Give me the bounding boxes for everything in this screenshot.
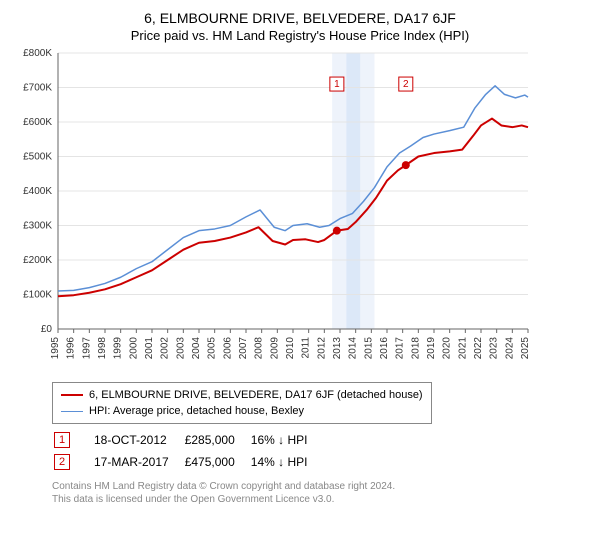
- svg-text:2023: 2023: [489, 337, 500, 360]
- svg-text:1: 1: [334, 79, 340, 90]
- svg-text:£100K: £100K: [23, 290, 52, 301]
- footnote-line: Contains HM Land Registry data © Crown c…: [52, 480, 588, 493]
- svg-text:1997: 1997: [81, 337, 92, 360]
- svg-text:2008: 2008: [254, 337, 265, 360]
- sale-delta: 16% ↓ HPI: [251, 430, 322, 450]
- table-row: 2 17-MAR-2017 £475,000 14% ↓ HPI: [54, 452, 321, 472]
- svg-text:2021: 2021: [457, 337, 468, 360]
- svg-text:2001: 2001: [144, 337, 155, 360]
- svg-text:1995: 1995: [50, 337, 61, 360]
- svg-text:2014: 2014: [348, 337, 359, 360]
- svg-text:2025: 2025: [520, 337, 531, 360]
- svg-text:£0: £0: [41, 324, 53, 335]
- svg-text:2013: 2013: [332, 337, 343, 360]
- svg-text:2009: 2009: [269, 337, 280, 360]
- svg-text:2002: 2002: [160, 337, 171, 360]
- svg-text:2024: 2024: [504, 337, 515, 360]
- svg-text:2019: 2019: [426, 337, 437, 360]
- svg-text:1998: 1998: [97, 337, 108, 360]
- svg-text:£700K: £700K: [23, 83, 52, 94]
- svg-text:2018: 2018: [410, 337, 421, 360]
- svg-text:2017: 2017: [395, 337, 406, 360]
- legend: 6, ELMBOURNE DRIVE, BELVEDERE, DA17 6JF …: [52, 382, 432, 424]
- svg-text:£300K: £300K: [23, 221, 52, 232]
- svg-text:2000: 2000: [128, 337, 139, 360]
- svg-text:2010: 2010: [285, 337, 296, 360]
- table-row: 1 18-OCT-2012 £285,000 16% ↓ HPI: [54, 430, 321, 450]
- svg-text:£800K: £800K: [23, 49, 52, 59]
- sale-date: 18-OCT-2012: [94, 430, 183, 450]
- svg-text:2003: 2003: [175, 337, 186, 360]
- sale-badge: 2: [54, 454, 70, 470]
- svg-text:2004: 2004: [191, 337, 202, 360]
- sale-price: £285,000: [185, 430, 249, 450]
- svg-text:2: 2: [403, 79, 409, 90]
- legend-label: HPI: Average price, detached house, Bexl…: [89, 403, 304, 419]
- legend-label: 6, ELMBOURNE DRIVE, BELVEDERE, DA17 6JF …: [89, 387, 423, 403]
- svg-text:2006: 2006: [222, 337, 233, 360]
- svg-text:1999: 1999: [113, 337, 124, 360]
- legend-swatch: [61, 411, 83, 412]
- sale-badge: 1: [54, 432, 70, 448]
- svg-text:2022: 2022: [473, 337, 484, 360]
- svg-text:£200K: £200K: [23, 255, 52, 266]
- page-subtitle: Price paid vs. HM Land Registry's House …: [12, 28, 588, 43]
- legend-item-price-paid: 6, ELMBOURNE DRIVE, BELVEDERE, DA17 6JF …: [61, 387, 423, 403]
- svg-text:2012: 2012: [316, 337, 327, 360]
- sales-table: 1 18-OCT-2012 £285,000 16% ↓ HPI 2 17-MA…: [52, 428, 323, 474]
- price-chart: £0 £100K £200K £300K £400K £500K £600K £700K £80…: [12, 49, 532, 369]
- svg-text:2011: 2011: [301, 337, 312, 359]
- svg-text:2007: 2007: [238, 337, 249, 360]
- sale-date: 17-MAR-2017: [94, 452, 183, 472]
- svg-text:2020: 2020: [442, 337, 453, 360]
- svg-text:2005: 2005: [207, 337, 218, 360]
- svg-text:£400K: £400K: [23, 186, 52, 197]
- footnote: Contains HM Land Registry data © Crown c…: [52, 480, 588, 506]
- svg-text:£600K: £600K: [23, 117, 52, 128]
- svg-text:2016: 2016: [379, 337, 390, 360]
- sale-price: £475,000: [185, 452, 249, 472]
- svg-text:£500K: £500K: [23, 152, 52, 163]
- svg-text:1996: 1996: [66, 337, 77, 360]
- legend-item-hpi: HPI: Average price, detached house, Bexl…: [61, 403, 423, 419]
- sale-delta: 14% ↓ HPI: [251, 452, 322, 472]
- footnote-line: This data is licensed under the Open Gov…: [52, 493, 588, 506]
- chart-container: £0 £100K £200K £300K £400K £500K £600K £700K £80…: [12, 49, 588, 374]
- svg-text:2015: 2015: [363, 337, 374, 360]
- page-title: 6, ELMBOURNE DRIVE, BELVEDERE, DA17 6JF: [12, 10, 588, 26]
- legend-swatch: [61, 394, 83, 396]
